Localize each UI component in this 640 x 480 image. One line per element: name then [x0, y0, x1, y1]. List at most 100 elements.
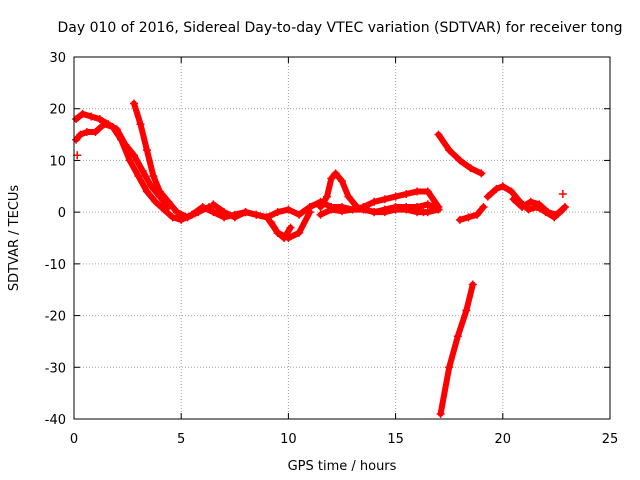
isolated-point — [419, 208, 428, 217]
data-point — [82, 127, 91, 136]
data-point — [327, 174, 336, 183]
series-track-f — [268, 219, 294, 241]
y-tick-label: 20 — [49, 103, 66, 118]
x-tick-label: 10 — [280, 432, 297, 447]
x-tick-label: 20 — [495, 432, 512, 447]
data-point — [434, 130, 443, 139]
data-point — [434, 205, 443, 214]
data-point — [142, 187, 151, 196]
data-point — [138, 166, 147, 175]
x-tick-label: 0 — [70, 432, 78, 447]
data-point — [436, 409, 445, 418]
data-point — [479, 202, 488, 211]
data-point — [252, 210, 261, 219]
data-point — [205, 202, 214, 211]
data-point — [104, 120, 113, 129]
data-point — [295, 210, 304, 219]
data-point — [473, 210, 482, 219]
data-point — [380, 208, 389, 217]
data-point — [262, 213, 271, 222]
data-point — [160, 205, 169, 214]
y-tick-label: -40 — [45, 413, 66, 428]
data-point — [230, 213, 239, 222]
data-point — [91, 127, 100, 136]
axis-ticks: 0 5 10 15 20 25 -40 -30 -20 -10 0 10 20 30 — [45, 51, 619, 447]
data-point — [134, 171, 143, 180]
isolated-point — [558, 190, 567, 199]
data-point — [72, 115, 81, 124]
series-track-i — [437, 281, 476, 417]
data-point — [518, 202, 527, 211]
data-point — [524, 205, 533, 214]
data-point — [209, 200, 218, 209]
data-point — [402, 190, 411, 199]
data-point — [322, 192, 331, 201]
data-point — [423, 187, 432, 196]
data-point — [284, 205, 293, 214]
data-point — [112, 125, 121, 134]
data-point — [526, 197, 535, 206]
data-point — [305, 202, 314, 211]
data-point — [142, 146, 151, 155]
series-track-d — [210, 188, 442, 221]
data-point — [509, 195, 518, 204]
data-point — [87, 112, 96, 121]
data-point — [172, 208, 181, 217]
x-tick-label: 25 — [602, 432, 619, 447]
plot-frame — [73, 56, 611, 420]
x-tick-label: 15 — [387, 432, 404, 447]
data-point — [78, 109, 87, 118]
data-point — [445, 363, 454, 372]
y-tick-label: 30 — [49, 51, 66, 66]
data-point — [316, 210, 325, 219]
data-point — [462, 306, 471, 315]
y-tick-label: 0 — [58, 206, 66, 221]
x-axis-label: GPS time / hours — [288, 459, 397, 474]
series-track-h — [435, 131, 485, 177]
data-point — [391, 205, 400, 214]
data-point — [147, 182, 156, 191]
data-point — [267, 218, 276, 227]
data-point — [453, 332, 462, 341]
y-tick-label: -10 — [45, 258, 66, 273]
data-point — [168, 213, 177, 222]
data-point — [280, 234, 289, 242]
x-tick-label: 5 — [177, 432, 185, 447]
data-point — [130, 99, 139, 108]
data-point — [455, 215, 464, 224]
data-point — [402, 205, 411, 214]
y-tick-label: -30 — [45, 361, 66, 376]
data-point — [413, 187, 422, 196]
data-point — [464, 213, 473, 222]
data-point — [552, 210, 561, 219]
series-track-j — [456, 204, 487, 223]
data-point — [370, 197, 379, 206]
data-point — [492, 184, 501, 193]
isolated-point — [73, 151, 82, 160]
data-point — [498, 182, 507, 191]
y-tick-label: -20 — [45, 310, 66, 325]
data-point — [327, 205, 336, 214]
data-point — [455, 156, 464, 165]
data-point — [331, 169, 340, 178]
data-point — [483, 192, 492, 201]
data-point — [125, 156, 134, 165]
data-layer — [72, 99, 569, 418]
data-point — [445, 146, 454, 155]
data-point — [164, 197, 173, 206]
data-point — [121, 140, 130, 149]
data-point — [130, 151, 139, 160]
data-point — [220, 208, 229, 217]
chart-title: Day 010 of 2016, Sidereal Day-to-day VTE… — [57, 20, 622, 36]
data-point — [560, 202, 569, 211]
data-point — [209, 208, 218, 217]
data-point — [468, 280, 477, 289]
data-point — [316, 202, 325, 211]
data-point — [155, 187, 164, 196]
data-point — [423, 200, 432, 209]
data-point — [380, 195, 389, 204]
data-point — [183, 213, 192, 222]
data-point — [535, 200, 544, 209]
grid — [74, 57, 610, 419]
